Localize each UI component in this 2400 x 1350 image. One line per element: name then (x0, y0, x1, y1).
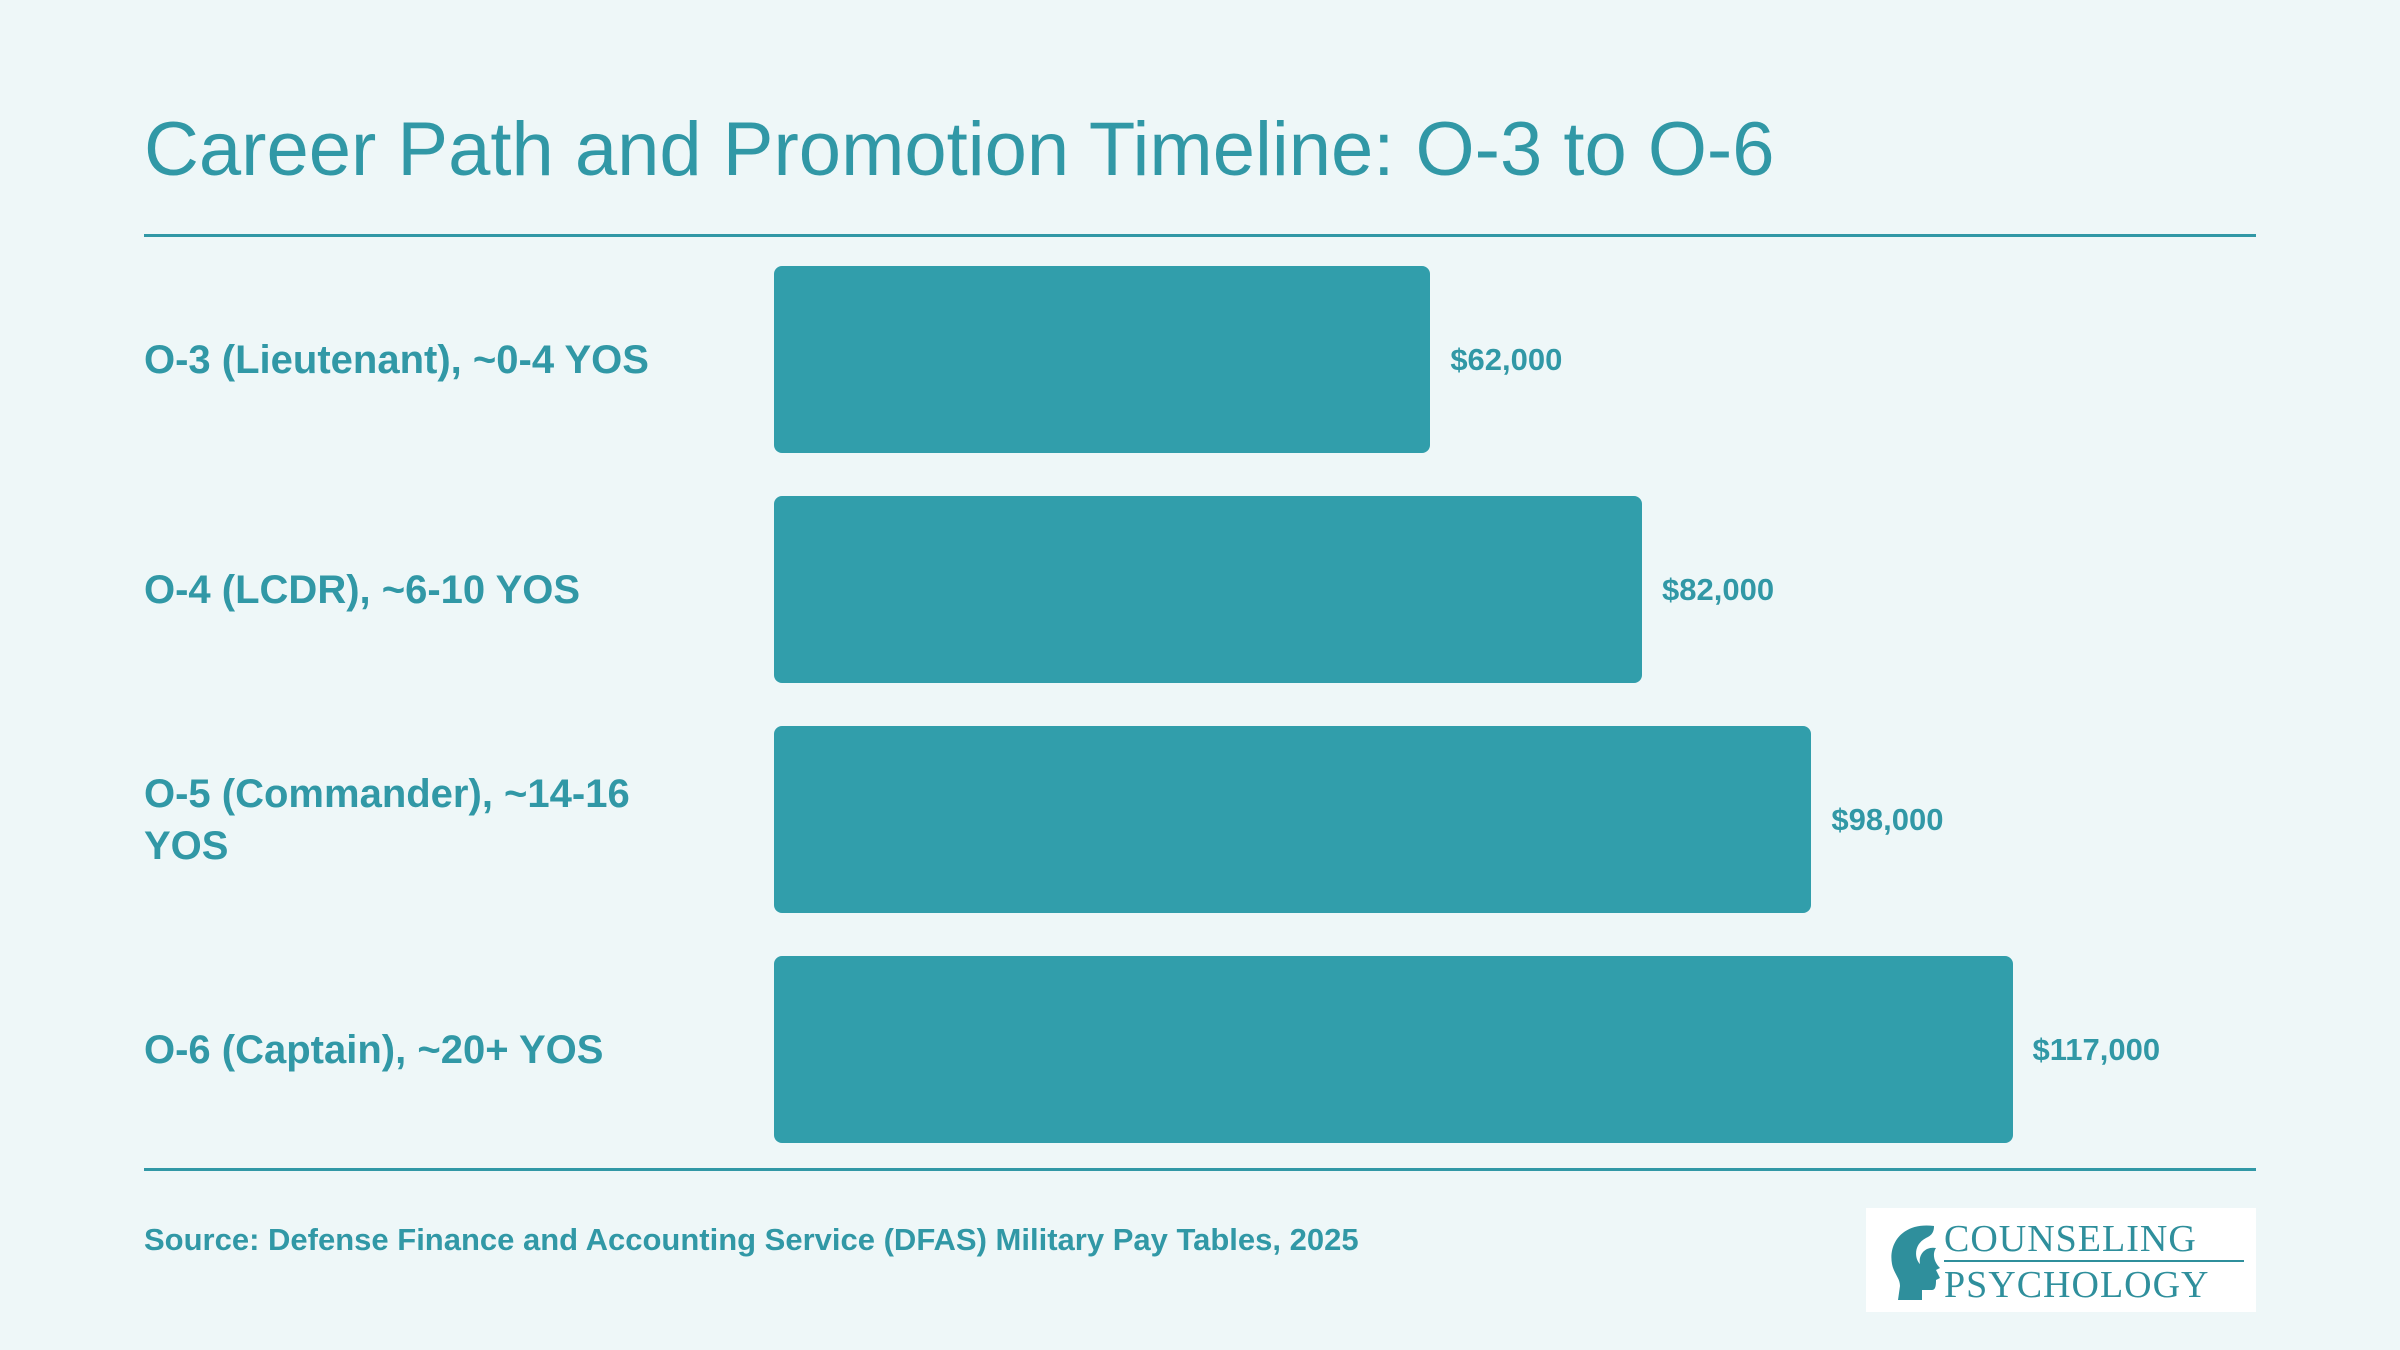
category-label: O-5 (Commander), ~14-16 YOS (144, 771, 630, 868)
logo-text: COUNSELING (1944, 1218, 2197, 1260)
divider (144, 1168, 2256, 1171)
logo-text: PSYCHOLOGY (1944, 1264, 2210, 1306)
bar (774, 496, 1643, 683)
divider (144, 234, 2256, 237)
bar (774, 726, 1812, 913)
category-label: O-3 (Lieutenant), ~0-4 YOS (144, 337, 649, 382)
head-icon (1891, 1225, 1940, 1300)
value-label: $117,000 (2032, 1031, 2161, 1067)
category-label: O-6 (Captain), ~20+ YOS (144, 1027, 604, 1072)
category-label: O-4 (LCDR), ~6-10 YOS (144, 567, 581, 612)
source-note: Source: Defense Finance and Accounting S… (144, 1222, 1359, 1257)
chart-title: Career Path and Promotion Timeline: O-3 … (144, 107, 1775, 192)
value-label: $82,000 (1662, 571, 1775, 607)
logo: COUNSELING PSYCHOLOGY (1866, 1208, 2256, 1312)
value-label: $62,000 (1450, 341, 1563, 377)
value-label: $98,000 (1831, 801, 1944, 837)
bar (774, 266, 1431, 453)
bar (774, 956, 2013, 1143)
logo-rule (1944, 1260, 2244, 1262)
logo-icon (1891, 1225, 1940, 1300)
